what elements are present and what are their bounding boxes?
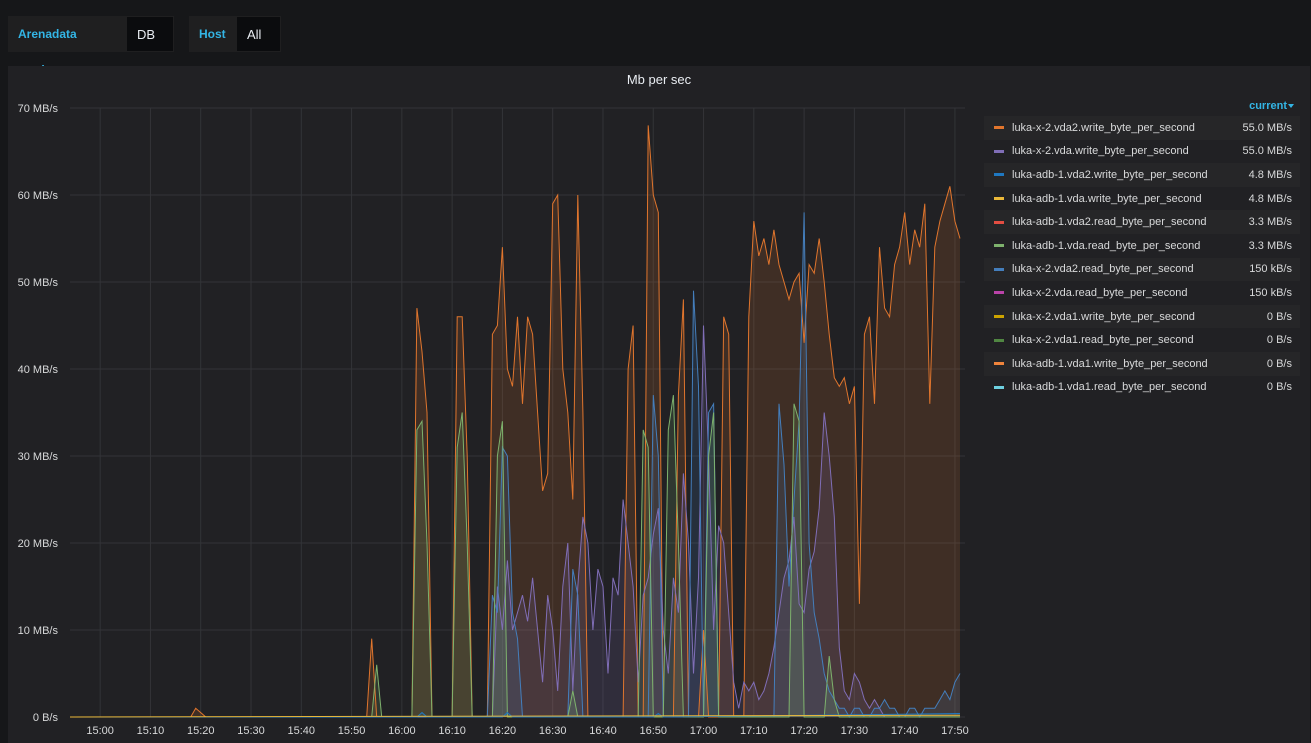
legend-item[interactable]: luka-x-2.vda.read_byte_per_second 150 kB/…: [984, 281, 1300, 305]
legend-series-name[interactable]: luka-x-2.vda.write_byte_per_second: [1012, 145, 1189, 158]
legend-item[interactable]: luka-adb-1.vda2.write_byte_per_second 4.8…: [984, 163, 1300, 187]
y-tick-label: 50 MB/s: [18, 277, 59, 289]
legend-series-value: 0 B/s: [1266, 334, 1292, 347]
legend-series-name[interactable]: luka-x-2.vda1.read_byte_per_second: [1012, 334, 1194, 347]
product-variable-value: DB: [137, 27, 156, 42]
series-color-swatch[interactable]: [994, 338, 1004, 342]
x-tick-label: 16:00: [388, 725, 416, 737]
x-tick-label: 17:30: [841, 725, 869, 737]
y-tick-label: 70 MB/s: [18, 103, 59, 115]
legend-item[interactable]: luka-adb-1.vda.write_byte_per_second 4.8 …: [984, 187, 1300, 211]
legend-series-value: 0 B/s: [1266, 357, 1292, 370]
x-tick-label: 15:10: [137, 725, 165, 737]
legend-series-value: 150 kB/s: [1249, 263, 1292, 276]
series-color-swatch[interactable]: [994, 267, 1004, 271]
legend-series-value: 4.8 MB/s: [1248, 192, 1292, 205]
legend-series-name[interactable]: luka-adb-1.vda1.write_byte_per_second: [1012, 357, 1208, 370]
x-tick-label: 15:40: [288, 725, 316, 737]
legend-series-value: 150 kB/s: [1249, 286, 1292, 299]
legend-item[interactable]: luka-x-2.vda2.read_byte_per_second 150 kB…: [984, 257, 1300, 282]
series-line: [70, 212, 961, 718]
series-color-swatch[interactable]: [994, 244, 1004, 248]
series-area: [70, 125, 960, 717]
legend-item[interactable]: luka-x-2.vda2.write_byte_per_second 55.0 …: [984, 116, 1300, 140]
legend-item[interactable]: luka-adb-1.vda2.read_byte_per_second 3.3 …: [984, 210, 1300, 234]
legend: current luka-x-2.vda2.write_byte_per_sec…: [984, 96, 1300, 399]
graph-panel: Mb per sec 0 B/s 10 MB/s 20 MB/s 30 MB/s 40 …: [8, 66, 1310, 743]
x-tick-label: 15:20: [187, 725, 215, 737]
x-tick-label: 17:40: [891, 725, 919, 737]
x-tick-label: 17:00: [690, 725, 718, 737]
host-variable-label: Host: [189, 16, 236, 52]
legend-item[interactable]: luka-adb-1.vda1.write_byte_per_second 0 B…: [984, 351, 1300, 376]
legend-item[interactable]: luka-x-2.vda1.write_byte_per_second 0 B/s: [984, 304, 1300, 329]
product-variable-dropdown[interactable]: DB: [126, 16, 174, 75]
legend-series-name[interactable]: luka-adb-1.vda2.write_byte_per_second: [1012, 168, 1208, 181]
x-tick-label: 17:10: [740, 725, 768, 737]
legend-series-value: 4.8 MB/s: [1248, 168, 1292, 181]
legend-item[interactable]: luka-adb-1.vda1.read_byte_per_second 0 B/…: [984, 376, 1300, 400]
series-color-swatch[interactable]: [994, 362, 1004, 366]
legend-item[interactable]: luka-adb-1.vda.read_byte_per_second 3.3 M…: [984, 234, 1300, 258]
legend-series-name[interactable]: luka-adb-1.vda.read_byte_per_second: [1012, 239, 1201, 252]
x-tick-label: 17:50: [941, 725, 969, 737]
legend-series-name[interactable]: luka-adb-1.vda.write_byte_per_second: [1012, 192, 1202, 205]
legend-item[interactable]: luka-x-2.vda.write_byte_per_second 55.0 M…: [984, 140, 1300, 164]
series-color-swatch[interactable]: [994, 149, 1004, 153]
y-tick-label: 20 MB/s: [18, 538, 59, 550]
legend-series-value: 3.3 MB/s: [1248, 239, 1292, 252]
y-tick-label: 10 MB/s: [18, 625, 59, 637]
y-tick-label: 60 MB/s: [18, 190, 59, 202]
series-line: [70, 711, 961, 718]
product-variable-label: Arenadata product: [8, 16, 126, 77]
y-tick-label: 40 MB/s: [18, 364, 59, 376]
series-color-swatch[interactable]: [994, 385, 1004, 389]
graph-canvas[interactable]: 0 B/s 10 MB/s 20 MB/s 30 MB/s 40 MB/s 50 MB/s…: [8, 66, 1310, 743]
legend-series-value: 0 B/s: [1266, 310, 1292, 323]
legend-series-name[interactable]: luka-adb-1.vda1.read_byte_per_second: [1012, 381, 1207, 394]
series-area: [70, 325, 960, 717]
series-color-swatch[interactable]: [994, 173, 1004, 177]
legend-series-value: 55.0 MB/s: [1242, 145, 1292, 158]
x-tick-label: 16:30: [539, 725, 567, 737]
legend-series-name[interactable]: luka-adb-1.vda2.read_byte_per_second: [1012, 216, 1207, 229]
legend-sort-header[interactable]: current: [984, 96, 1300, 116]
legend-series-value: 55.0 MB/s: [1242, 121, 1292, 134]
series-area: [70, 212, 960, 717]
legend-series-name[interactable]: luka-x-2.vda.read_byte_per_second: [1012, 286, 1188, 299]
legend-series-name[interactable]: luka-x-2.vda2.write_byte_per_second: [1012, 121, 1195, 134]
panel-title[interactable]: Mb per sec: [626, 72, 692, 87]
legend-series-name[interactable]: luka-x-2.vda2.read_byte_per_second: [1012, 263, 1194, 276]
sort-caret-icon: [1288, 104, 1294, 109]
legend-header-label: current: [1249, 100, 1287, 112]
variables-bar: Arenadata product DB Host All: [0, 0, 1311, 77]
x-tick-label: 15:30: [237, 725, 265, 737]
series-color-swatch[interactable]: [994, 315, 1004, 319]
x-tick-label: 16:50: [639, 725, 667, 737]
x-tick-label: 15:50: [338, 725, 366, 737]
legend-series-value: 3.3 MB/s: [1248, 216, 1292, 229]
host-variable-dropdown[interactable]: All: [236, 16, 281, 75]
x-tick-label: 15:00: [86, 725, 114, 737]
x-tick-label: 17:20: [790, 725, 818, 737]
legend-item[interactable]: luka-x-2.vda1.read_byte_per_second 0 B/s: [984, 328, 1300, 352]
x-tick-label: 16:10: [438, 725, 466, 737]
y-tick-label: 0 B/s: [33, 712, 59, 724]
series-line: [69, 714, 961, 718]
series-color-swatch[interactable]: [994, 197, 1004, 201]
series-color-swatch[interactable]: [994, 220, 1004, 224]
legend-list: luka-x-2.vda2.write_byte_per_second 55.0 …: [984, 116, 1300, 399]
series-color-swatch[interactable]: [994, 126, 1004, 130]
x-tick-label: 16:40: [589, 725, 617, 737]
legend-series-value: 0 B/s: [1266, 381, 1292, 394]
legend-series-name[interactable]: luka-x-2.vda1.write_byte_per_second: [1012, 310, 1195, 323]
host-variable-value: All: [247, 27, 262, 42]
series-color-swatch[interactable]: [994, 291, 1004, 295]
x-tick-label: 16:20: [489, 725, 517, 737]
y-tick-label: 30 MB/s: [18, 451, 59, 463]
series-line: [70, 325, 960, 718]
